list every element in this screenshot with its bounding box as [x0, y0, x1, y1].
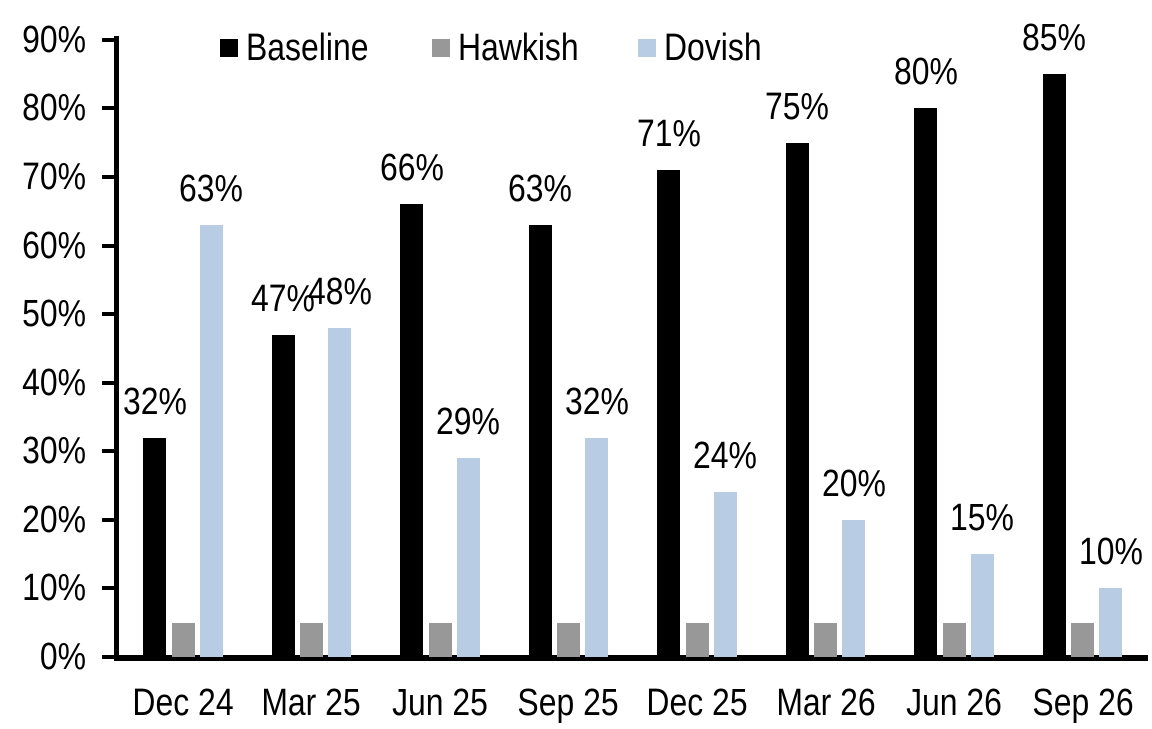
y-tick-label-60-: 60%: [22, 224, 86, 267]
legend-item-dovish: Dovish: [638, 27, 780, 69]
bar-label-baseline-jun-25: 66%: [379, 147, 444, 190]
bar-baseline-sep-25: [528, 225, 552, 657]
bar-hawkish-mar-26: [814, 622, 838, 657]
y-tick-80-: [102, 106, 115, 111]
bar-baseline-jun-25: [400, 204, 424, 657]
bar-baseline-dec-25: [657, 170, 681, 657]
y-tick-30-: [102, 449, 115, 454]
bar-label-dovish-dec-24: 63%: [179, 168, 243, 210]
bar-label-dovish-sep-25: 32%: [564, 380, 629, 423]
bar-baseline-sep-26: [1042, 74, 1066, 657]
legend-label-baseline: Baseline: [246, 27, 369, 69]
bar-dovish-jun-26: [970, 554, 994, 657]
bar-dovish-sep-26: [1099, 588, 1123, 657]
x-axis-label-sep-26: Sep 26: [1032, 682, 1134, 724]
y-tick-label-90-: 90%: [22, 18, 86, 61]
legend-swatch-baseline: [220, 39, 238, 57]
y-tick-label-10-: 10%: [22, 567, 86, 610]
bar-label-dovish-mar-25: 48%: [307, 270, 372, 313]
bar-dovish-mar-25: [328, 327, 352, 657]
bar-baseline-jun-26: [914, 108, 938, 657]
bar-label-baseline-jun-26: 80%: [893, 51, 958, 94]
bar-label-dovish-jun-26: 15%: [950, 497, 1015, 540]
legend-item-baseline: Baseline: [220, 27, 392, 69]
x-axis-label-jun-25: Jun 25: [391, 682, 488, 724]
bar-baseline-dec-24: [143, 437, 166, 657]
bar-hawkish-dec-25: [685, 622, 709, 657]
bar-dovish-sep-25: [585, 437, 609, 657]
bar-dovish-dec-24: [199, 225, 223, 657]
legend-label-dovish: Dovish: [664, 27, 762, 69]
y-tick-label-80-: 80%: [22, 87, 86, 130]
x-axis-label-dec-25: Dec 25: [646, 682, 748, 724]
x-axis-label-mar-25: Mar 25: [261, 682, 361, 724]
y-tick-90-: [102, 37, 115, 42]
bar-label-dovish-jun-25: 29%: [436, 401, 501, 444]
legend-item-hawkish: Hawkish: [432, 27, 602, 69]
x-axis-line: [114, 655, 1148, 661]
bar-label-dovish-mar-26: 20%: [821, 462, 886, 505]
x-axis-label-jun-26: Jun 26: [906, 682, 1003, 724]
y-tick-label-20-: 20%: [22, 498, 86, 541]
y-tick-10-: [102, 586, 115, 591]
y-tick-70-: [102, 175, 115, 179]
bar-label-baseline-dec-24: 32%: [122, 380, 187, 423]
y-axis-line: [114, 36, 119, 661]
bar-hawkish-sep-26: [1071, 622, 1095, 657]
bar-hawkish-sep-25: [557, 622, 581, 657]
legend-label-hawkish: Hawkish: [458, 27, 579, 69]
bar-dovish-dec-25: [713, 492, 737, 657]
y-tick-label-30-: 30%: [22, 430, 86, 473]
y-tick-0-: [102, 655, 115, 659]
x-axis-label-dec-24: Dec 24: [132, 682, 234, 724]
y-tick-label-70-: 70%: [22, 156, 86, 198]
bar-label-baseline-mar-25: 47%: [251, 277, 316, 320]
y-tick-20-: [102, 517, 115, 522]
y-tick-label-40-: 40%: [22, 361, 86, 404]
y-tick-60-: [102, 243, 115, 248]
bar-label-baseline-dec-25: 71%: [636, 113, 701, 156]
bar-baseline-mar-26: [785, 142, 809, 657]
y-tick-40-: [102, 380, 115, 385]
bar-baseline-mar-25: [271, 334, 295, 657]
x-axis-label-mar-26: Mar 26: [775, 682, 876, 724]
bar-hawkish-dec-24: [171, 622, 195, 657]
y-tick-50-: [102, 312, 115, 317]
bar-hawkish-mar-25: [300, 622, 324, 657]
bar-label-baseline-mar-26: 75%: [765, 85, 830, 128]
bar-hawkish-jun-25: [428, 622, 452, 657]
bar-label-dovish-sep-26: 10%: [1079, 531, 1143, 574]
bar-hawkish-jun-26: [942, 622, 966, 657]
y-tick-label-0-: 0%: [39, 636, 86, 678]
bar-label-dovish-dec-25: 24%: [693, 435, 758, 478]
bar-dovish-jun-25: [456, 458, 480, 657]
legend-swatch-dovish: [638, 39, 656, 57]
bar-label-baseline-sep-26: 85%: [1022, 17, 1087, 60]
bar-label-baseline-sep-25: 63%: [508, 168, 573, 210]
legend-swatch-hawkish: [432, 39, 450, 57]
x-axis-label-sep-25: Sep 25: [517, 682, 620, 724]
y-tick-label-50-: 50%: [22, 293, 86, 336]
bar-dovish-mar-26: [842, 519, 866, 657]
